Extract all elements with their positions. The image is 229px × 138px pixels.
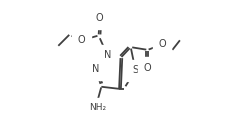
Text: NH₂: NH₂ xyxy=(88,104,105,112)
Text: N: N xyxy=(103,50,111,60)
Text: S: S xyxy=(132,65,138,75)
Text: O: O xyxy=(158,39,165,49)
Text: O: O xyxy=(143,63,151,73)
Text: O: O xyxy=(77,35,85,45)
Text: N: N xyxy=(92,64,99,74)
Text: O: O xyxy=(95,13,103,23)
